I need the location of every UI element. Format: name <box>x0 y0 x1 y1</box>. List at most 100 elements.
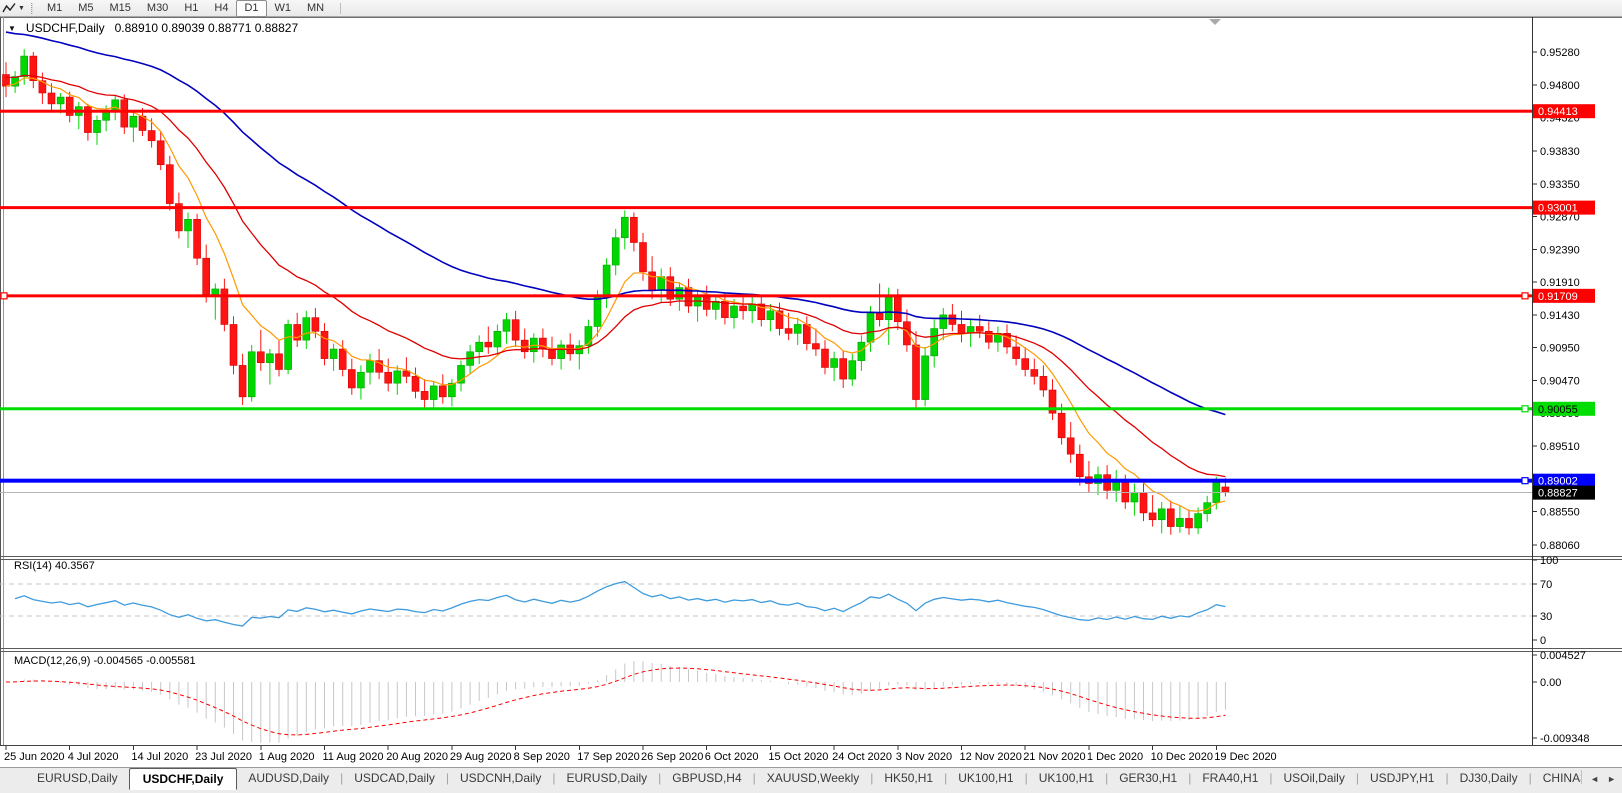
svg-text:12 Nov 2020: 12 Nov 2020 <box>960 751 1022 763</box>
tab-eurusd-daily[interactable]: EURUSD,Daily <box>37 771 118 785</box>
svg-text:0.94320: 0.94320 <box>1540 113 1580 125</box>
timeframe-button-d1[interactable]: D1 <box>236 0 267 17</box>
tab-audusd-daily[interactable]: AUDUSD,Daily <box>248 771 330 785</box>
chart-ohlc-values: 0.88910 0.89039 0.88771 0.88827 <box>114 21 299 35</box>
timeframe-button-m5[interactable]: M5 <box>78 1 94 14</box>
svg-text:0.95280: 0.95280 <box>1540 47 1580 59</box>
chart-tab-bar: EURUSD,Daily USDCHF,Daily AUDUSD,Daily | USD… <box>0 767 1622 793</box>
date-axis: 25 Jun 2020 4 Jul 2020 14 Jul 2020 23 Jul 2… <box>4 746 1277 763</box>
toolbar-grip <box>30 2 33 14</box>
svg-text:0.91910: 0.91910 <box>1540 277 1580 289</box>
ma-line-medium <box>5 74 1226 478</box>
svg-text:14 Jul 2020: 14 Jul 2020 <box>131 751 188 763</box>
svg-text:1 Aug 2020: 1 Aug 2020 <box>259 751 315 763</box>
hline-handle-right <box>1521 405 1529 413</box>
hline-0.93001 <box>0 206 1532 210</box>
tab-usoil-daily[interactable]: USOil,Daily <box>1283 771 1345 785</box>
zigzag-tool-icon[interactable] <box>0 1 18 16</box>
svg-text:0.90055: 0.90055 <box>1538 404 1578 416</box>
tab-divider: | <box>1024 771 1028 785</box>
svg-text:19 Dec 2020: 19 Dec 2020 <box>1214 751 1276 763</box>
svg-text:0.89510: 0.89510 <box>1540 441 1580 453</box>
svg-text:17 Sep 2020: 17 Sep 2020 <box>577 751 639 763</box>
svg-text:6 Oct 2020: 6 Oct 2020 <box>705 751 759 763</box>
toolbar: ▼ M1 M5 M15 M30 H1 H4 D1 W1 MN <box>0 0 1622 17</box>
svg-text:0.93001: 0.93001 <box>1538 203 1578 215</box>
tab-divider: | <box>1269 771 1273 785</box>
svg-text:100: 100 <box>1540 555 1558 567</box>
tab-usdcad-daily[interactable]: USDCAD,Daily <box>354 771 435 785</box>
timeframe-buttons: M1 M5 M15 M30 H1 H4 D1 W1 MN <box>39 0 332 17</box>
tab-hk50-h1[interactable]: HK50,H1 <box>884 771 934 785</box>
svg-text:25 Jun 2020: 25 Jun 2020 <box>4 751 65 763</box>
svg-text:0.91709: 0.91709 <box>1538 291 1578 303</box>
svg-text:4 Jul 2020: 4 Jul 2020 <box>68 751 119 763</box>
hline-0.94413 <box>0 109 1532 113</box>
horizontal-lines[interactable] <box>0 109 1532 485</box>
tab-divider: | <box>658 771 662 785</box>
tab-usdchf-daily[interactable]: USDCHF,Daily <box>128 768 238 790</box>
tab-usdjpy-h1[interactable]: USDJPY,H1 <box>1369 771 1435 785</box>
hline-0.90055 <box>0 407 1532 411</box>
tab-eurusd-daily[interactable]: EURUSD,Daily <box>566 771 648 785</box>
hline-handle-left <box>0 292 8 300</box>
tab-usdcnh-daily[interactable]: USDCNH,Daily <box>460 771 542 785</box>
tab-uk100-h1[interactable]: UK100,H1 <box>1038 771 1095 785</box>
tab-divider: | <box>752 771 756 785</box>
tab-divider: | <box>944 771 948 785</box>
tab-china300-h1[interactable]: CHINA300,H1 <box>1542 771 1581 785</box>
tabs-container: EURUSD,Daily USDCHF,Daily AUDUSD,Daily | USD… <box>0 768 1581 790</box>
tab-scroll-buttons: ◄ ► <box>1581 770 1622 784</box>
macd-histogram <box>14 661 1226 743</box>
svg-text:0: 0 <box>1540 635 1546 647</box>
svg-text:70: 70 <box>1540 579 1552 591</box>
svg-text:0.88550: 0.88550 <box>1540 507 1580 519</box>
chart-shift-marker-icon[interactable] <box>1209 19 1221 25</box>
svg-text:26 Sep 2020: 26 Sep 2020 <box>641 751 703 763</box>
rsi-panel: 100 70 30 0 <box>0 555 1558 647</box>
macd-panel: 0.004527 0.00 -0.009348 <box>1532 650 1590 745</box>
timeframe-button-h4[interactable]: H4 <box>214 1 229 14</box>
toolbar-separator <box>340 2 342 14</box>
tab-scroll-left-button[interactable]: ◄ <box>1590 774 1600 784</box>
timeframe-button-m30[interactable]: M30 <box>146 1 169 14</box>
svg-text:0.91430: 0.91430 <box>1540 310 1580 322</box>
tab-ger30-h1[interactable]: GER30,H1 <box>1119 771 1178 785</box>
tab-fra40-h1[interactable]: FRA40,H1 <box>1202 771 1259 785</box>
tab-scroll-right-button[interactable]: ► <box>1607 774 1616 784</box>
svg-text:0.89002: 0.89002 <box>1538 476 1578 488</box>
collapse-triangle-icon[interactable]: ▼ <box>8 23 16 33</box>
panel-borders <box>0 17 1622 746</box>
svg-text:23 Jul 2020: 23 Jul 2020 <box>195 751 252 763</box>
tab-divider: | <box>1528 771 1532 785</box>
tab-xauusd-weekly[interactable]: XAUUSD,Weekly <box>766 771 860 785</box>
svg-text:0.94413: 0.94413 <box>1538 106 1578 118</box>
hline-0.91709 <box>0 294 1532 298</box>
svg-text:0.94800: 0.94800 <box>1540 80 1580 92</box>
tab-gbpusd-h4[interactable]: GBPUSD,H4 <box>672 771 742 785</box>
price-axis: 0.95280 0.94800 0.94320 0.93830 0.93350 0.928… <box>1532 47 1580 552</box>
svg-text:0.93350: 0.93350 <box>1540 179 1580 191</box>
svg-text:21 Nov 2020: 21 Nov 2020 <box>1023 751 1085 763</box>
timeframe-button-m15[interactable]: M15 <box>109 1 131 14</box>
tab-divider: | <box>1445 771 1449 785</box>
timeframe-button-mn[interactable]: MN <box>307 1 325 14</box>
timeframe-button-h1[interactable]: H1 <box>184 1 199 14</box>
tool-dropdown-arrow-icon[interactable]: ▼ <box>18 4 25 12</box>
svg-text:0.004527: 0.004527 <box>1540 650 1586 662</box>
timeframe-button-m1[interactable]: M1 <box>46 1 63 14</box>
svg-text:-0.009348: -0.009348 <box>1540 733 1590 745</box>
svg-text:0.88060: 0.88060 <box>1540 540 1580 552</box>
chart-title: ▼ USDCHF,Daily 0.88910 0.89039 0.88771 0… <box>8 21 298 35</box>
svg-text:24 Oct 2020: 24 Oct 2020 <box>832 751 892 763</box>
tab-divider: | <box>1355 771 1359 785</box>
svg-text:0.92390: 0.92390 <box>1540 244 1580 256</box>
timeframe-button-w1[interactable]: W1 <box>274 1 292 14</box>
tab-divider: | <box>1188 771 1192 785</box>
tab-dj30-daily[interactable]: DJ30,Daily <box>1459 771 1518 785</box>
tab-uk100-h1[interactable]: UK100,H1 <box>958 771 1014 785</box>
rsi-indicator-label: RSI(14) 40.3567 <box>14 560 95 572</box>
hline-0.89002 <box>0 478 1532 483</box>
svg-text:11 Aug 2020: 11 Aug 2020 <box>323 751 384 763</box>
